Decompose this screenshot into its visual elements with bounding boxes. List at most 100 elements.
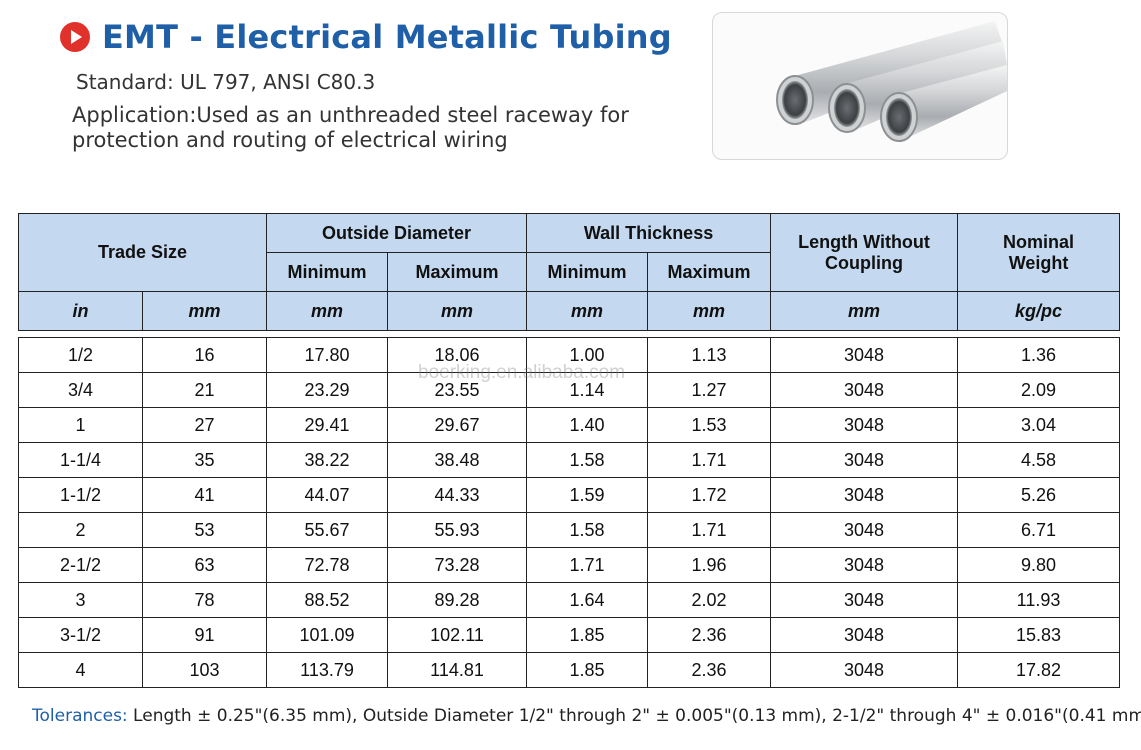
table-cell: 2 bbox=[18, 512, 143, 548]
table-cell: 114.81 bbox=[387, 652, 528, 688]
table-cell: 3-1/2 bbox=[18, 617, 143, 653]
table-cell: 1.71 bbox=[647, 512, 772, 548]
table-cell: 38.22 bbox=[266, 442, 389, 478]
table-cell: 1.72 bbox=[647, 477, 772, 513]
table-cell: 29.67 bbox=[387, 407, 528, 443]
header-wt-min: Minimum bbox=[526, 252, 649, 292]
header-wall-thickness: Wall Thickness bbox=[526, 213, 772, 253]
table-cell: 18.06 bbox=[387, 337, 528, 373]
table-cell: 44.33 bbox=[387, 477, 528, 513]
table-cell: 2-1/2 bbox=[18, 547, 143, 583]
header-weight: Nominal Weight bbox=[957, 213, 1121, 292]
table-cell: 44.07 bbox=[266, 477, 389, 513]
table-cell: 1.13 bbox=[647, 337, 772, 373]
table-cell: 1/2 bbox=[18, 337, 143, 373]
table-cell: 6.71 bbox=[957, 512, 1121, 548]
table-cell: 1.36 bbox=[957, 337, 1121, 373]
table-cell: 1.96 bbox=[647, 547, 772, 583]
table-cell: 11.93 bbox=[957, 582, 1121, 618]
application-text: Application:Used as an unthreaded steel … bbox=[72, 103, 629, 152]
table-cell: 101.09 bbox=[266, 617, 389, 653]
table-cell: 4 bbox=[18, 652, 143, 688]
table-cell: 2.09 bbox=[957, 372, 1121, 408]
table-cell: 38.48 bbox=[387, 442, 528, 478]
table-row: 4 103 113.79 114.81 1.85 2.36 3048 17.82 bbox=[18, 652, 1121, 688]
tolerances-text: Length ± 0.25"(6.35 mm), Outside Diamete… bbox=[127, 706, 1141, 726]
header-spacer bbox=[18, 330, 1120, 338]
table-cell: 1.85 bbox=[526, 652, 649, 688]
table-cell: 15.83 bbox=[957, 617, 1121, 653]
table-cell: 78 bbox=[141, 582, 268, 618]
table-cell: 2.36 bbox=[647, 617, 772, 653]
table-cell: 55.93 bbox=[387, 512, 528, 548]
title-row: EMT - Electrical Metallic Tubing bbox=[60, 18, 672, 56]
standard-text: Standard: UL 797, ANSI C80.3 bbox=[76, 70, 376, 94]
table-cell: 23.55 bbox=[387, 372, 528, 408]
table-row: 2-1/2 63 72.78 73.28 1.71 1.96 3048 9.80 bbox=[18, 547, 1121, 583]
spacer-cell bbox=[18, 330, 1120, 338]
tolerances-label: Tolerances: bbox=[32, 706, 128, 726]
table-cell: 17.82 bbox=[957, 652, 1121, 688]
table-cell: 29.41 bbox=[266, 407, 389, 443]
table-row: 1/2 16 17.80 18.06 1.00 1.13 3048 1.36 bbox=[18, 337, 1121, 373]
unit-cell: mm bbox=[526, 291, 649, 331]
table-cell: 1.64 bbox=[526, 582, 649, 618]
table-cell: 5.26 bbox=[957, 477, 1121, 513]
table-cell: 16 bbox=[141, 337, 268, 373]
table-cell: 1.27 bbox=[647, 372, 772, 408]
table-cell: 3048 bbox=[770, 337, 959, 373]
table-cell: 103 bbox=[141, 652, 268, 688]
table-cell: 113.79 bbox=[266, 652, 389, 688]
table-cell: 4.58 bbox=[957, 442, 1121, 478]
table-cell: 21 bbox=[141, 372, 268, 408]
table-cell: 1.59 bbox=[526, 477, 649, 513]
table-row: 3 78 88.52 89.28 1.64 2.02 3048 11.93 bbox=[18, 582, 1121, 618]
table-row: 1-1/2 41 44.07 44.33 1.59 1.72 3048 5.26 bbox=[18, 477, 1121, 513]
table-cell: 3048 bbox=[770, 512, 959, 548]
table-cell: 1.71 bbox=[526, 547, 649, 583]
table-cell: 72.78 bbox=[266, 547, 389, 583]
unit-cell: mm bbox=[387, 291, 528, 331]
header-wt-max: Maximum bbox=[647, 252, 772, 292]
table-row: 1-1/4 35 38.22 38.48 1.58 1.71 3048 4.58 bbox=[18, 442, 1121, 478]
table-cell: 3 bbox=[18, 582, 143, 618]
table-cell: 27 bbox=[141, 407, 268, 443]
table-cell: 3048 bbox=[770, 582, 959, 618]
unit-cell: mm bbox=[141, 291, 268, 331]
unit-cell: mm bbox=[266, 291, 389, 331]
table-cell: 1-1/4 bbox=[18, 442, 143, 478]
table-cell: 35 bbox=[141, 442, 268, 478]
unit-cell: in bbox=[18, 291, 143, 331]
table-cell: 23.29 bbox=[266, 372, 389, 408]
emt-spec-table: Trade Size Outside Diameter Wall Thickne… bbox=[17, 213, 1121, 688]
table-cell: 63 bbox=[141, 547, 268, 583]
unit-cell: mm bbox=[647, 291, 772, 331]
play-icon bbox=[60, 22, 90, 52]
unit-cell: kg/pc bbox=[957, 291, 1121, 331]
table-cell: 3048 bbox=[770, 547, 959, 583]
header-outside-diameter: Outside Diameter bbox=[266, 213, 528, 253]
table-cell: 1 bbox=[18, 407, 143, 443]
table-cell: 1.71 bbox=[647, 442, 772, 478]
table-cell: 1.14 bbox=[526, 372, 649, 408]
table-cell: 1.85 bbox=[526, 617, 649, 653]
page-title: EMT - Electrical Metallic Tubing bbox=[102, 18, 672, 56]
table-cell: 3048 bbox=[770, 407, 959, 443]
table-cell: 1.58 bbox=[526, 442, 649, 478]
table-cell: 1.58 bbox=[526, 512, 649, 548]
table-cell: 73.28 bbox=[387, 547, 528, 583]
table-cell: 2.36 bbox=[647, 652, 772, 688]
table-cell: 55.67 bbox=[266, 512, 389, 548]
table-cell: 3/4 bbox=[18, 372, 143, 408]
table-cell: 1-1/2 bbox=[18, 477, 143, 513]
table-cell: 102.11 bbox=[387, 617, 528, 653]
header-length: Length Without Coupling bbox=[770, 213, 959, 292]
header-od-min: Minimum bbox=[266, 252, 389, 292]
table-cell: 3048 bbox=[770, 372, 959, 408]
table-row: 2 53 55.67 55.93 1.58 1.71 3048 6.71 bbox=[18, 512, 1121, 548]
table-cell: 3048 bbox=[770, 652, 959, 688]
table-cell: 1.00 bbox=[526, 337, 649, 373]
unit-cell: mm bbox=[770, 291, 959, 331]
table-cell: 89.28 bbox=[387, 582, 528, 618]
tubing-photo bbox=[712, 12, 1008, 160]
